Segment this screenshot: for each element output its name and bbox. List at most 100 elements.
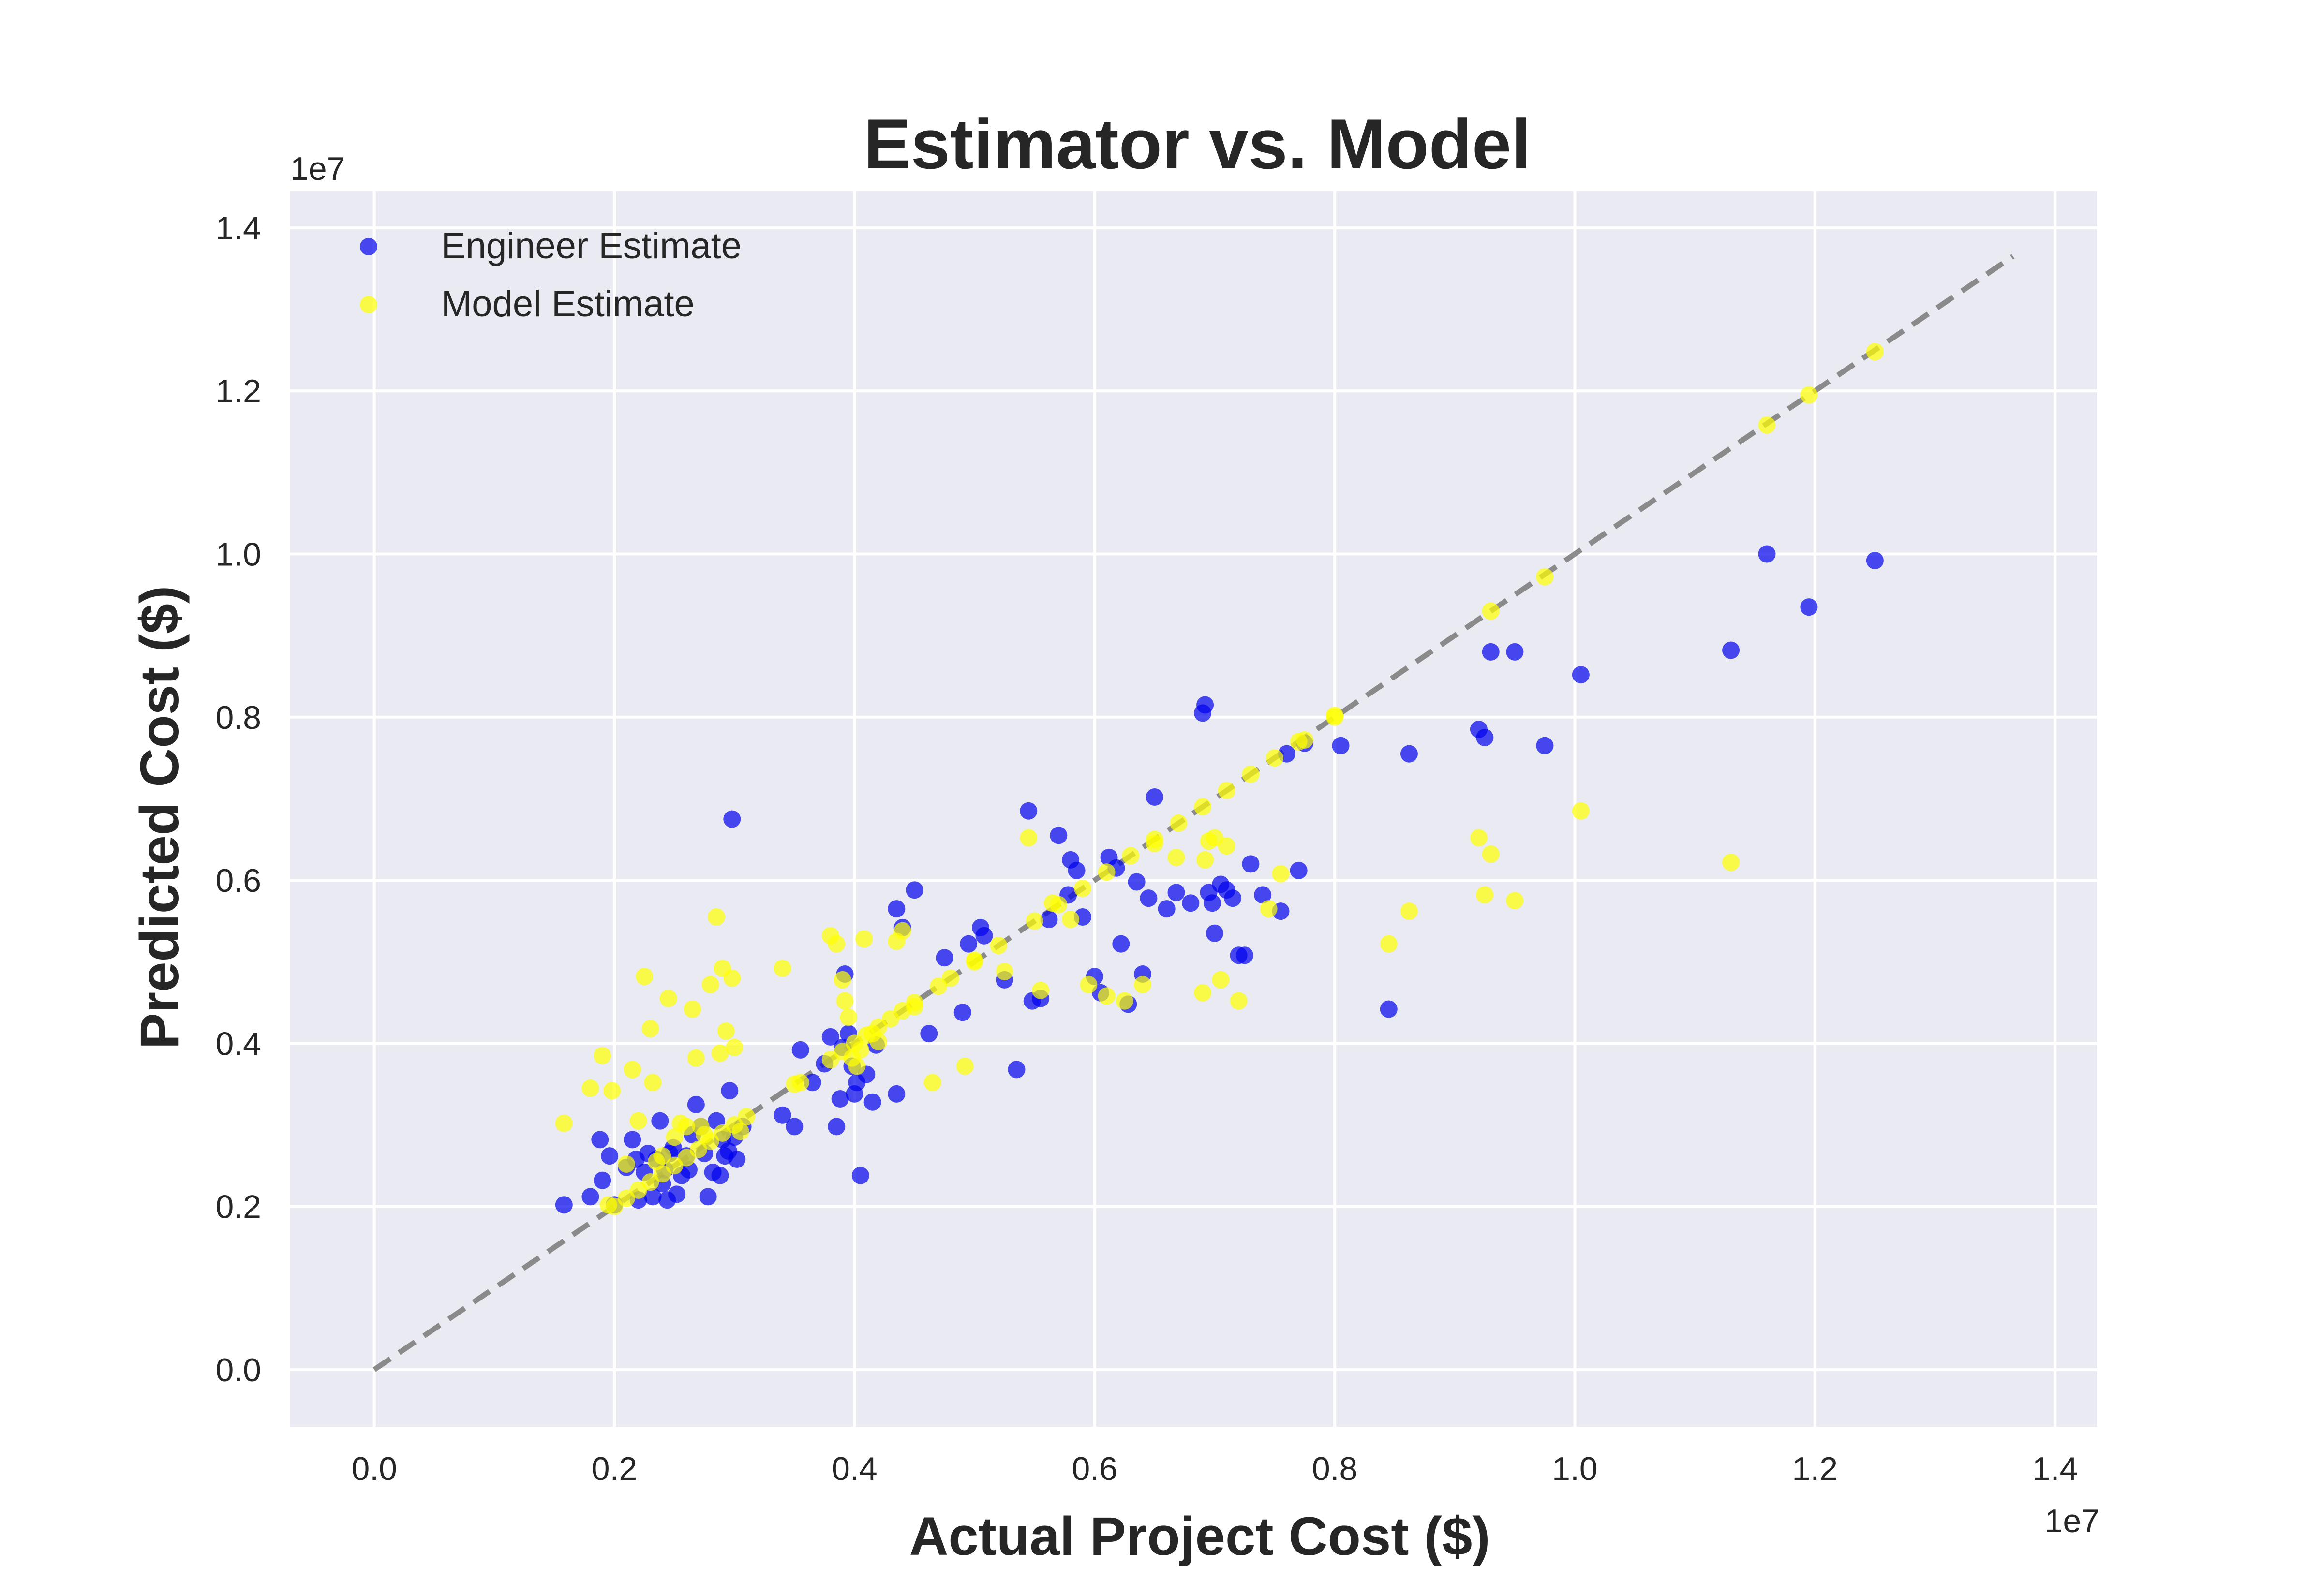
engineer-estimate-point [1722,641,1740,659]
y-tick-label: 0.0 [215,1352,261,1389]
model-estimate-point [1482,602,1500,620]
engineer-estimate-point [594,1171,611,1189]
y-tick-label: 0.4 [215,1025,261,1062]
model-estimate-point [1167,848,1185,866]
engineer-estimate-point [888,1085,906,1103]
model-estimate-point [1134,975,1152,993]
model-estimate-point [1194,984,1212,1002]
model-estimate-point [786,1075,804,1093]
engineer-estimate-point [1332,737,1350,754]
model-estimate-point [1506,892,1524,910]
model-estimate-point [717,1022,735,1040]
engineer-estimate-point [1020,802,1038,820]
data-points-layer [555,343,1884,1215]
model-estimate-point [1536,568,1554,586]
model-estimate-point [711,1044,729,1062]
engineer-estimate-point [723,810,741,828]
plot-area-background [290,191,2097,1427]
model-estimate-point [855,930,873,948]
model-estimate-point [629,1112,647,1130]
model-estimate-point [906,994,923,1012]
engineer-estimate-point [1235,946,1253,964]
model-estimate-point [1722,853,1740,871]
x-tick-label: 0.0 [351,1450,397,1487]
engineer-estimate-point [1158,900,1176,918]
engineer-estimate-point [728,1150,746,1168]
model-estimate-point [1272,865,1290,883]
grid-lines [290,191,2097,1427]
model-estimate-point [555,1114,573,1132]
x-tick-label: 0.8 [1312,1450,1358,1487]
model-estimate-point [1758,416,1776,434]
engineer-estimate-point [1140,889,1158,907]
model-estimate-point [641,1020,659,1038]
model-estimate-point [1050,896,1068,914]
engineer-estimate-point [786,1118,804,1136]
engineer-estimate-point [1050,827,1068,844]
legend-label-engineer: Engineer Estimate [441,225,742,266]
y-axis-offset-label: 1e7 [290,150,345,187]
legend: Engineer Estimate Model Estimate [360,225,742,325]
engineer-estimate-point [1800,598,1818,616]
engineer-estimate-point [1242,855,1260,873]
model-estimate-point [1866,343,1884,361]
engineer-estimate-point [581,1188,599,1206]
model-estimate-point [1290,733,1308,751]
engineer-estimate-point [1482,643,1500,661]
model-estimate-point [941,969,959,987]
model-estimate-point [893,922,911,940]
y-axis-title: Predicted Cost ($) [129,586,190,1049]
engineer-estimate-point [1224,889,1242,907]
model-estimate-point [1098,863,1116,881]
engineer-estimate-point [1506,643,1524,661]
model-estimate-point [1122,847,1140,865]
engineer-estimate-point [1758,545,1776,563]
legend-marker-model [360,296,377,313]
model-estimate-point [1572,802,1590,820]
engineer-estimate-point [591,1131,609,1149]
engineer-estimate-point [1128,873,1146,891]
x-axis-offset-label: 1e7 [2045,1503,2099,1539]
engineer-estimate-point [1203,894,1221,912]
model-estimate-point [644,1074,662,1092]
engineer-estimate-point [1380,1000,1398,1018]
model-estimate-point [684,1000,701,1018]
model-estimate-point [1062,911,1080,929]
model-estimate-point [1218,837,1235,855]
model-estimate-point [624,1061,641,1079]
legend-marker-engineer [360,238,377,255]
model-estimate-point [923,1074,941,1092]
engineer-estimate-point [1572,666,1590,684]
engineer-estimate-point [975,927,993,945]
engineer-estimate-point [1206,924,1223,942]
model-estimate-point [966,953,983,971]
engineer-estimate-point [960,935,978,953]
model-estimate-point [996,962,1013,980]
model-estimate-point [1266,749,1284,767]
engineer-estimate-point [1112,935,1130,953]
legend-label-model: Model Estimate [441,283,695,325]
model-estimate-point [708,908,726,926]
model-estimate-point [836,992,854,1010]
model-estimate-point [617,1155,635,1173]
model-estimate-point [956,1057,974,1075]
model-estimate-point [1026,912,1043,930]
y-tick-label: 0.8 [215,699,261,736]
engineer-estimate-point [711,1167,729,1184]
model-estimate-point [1032,981,1050,999]
engineer-estimate-point [774,1106,791,1124]
engineer-estimate-point [651,1112,669,1130]
model-estimate-point [1326,708,1344,726]
model-estimate-point [1218,782,1235,799]
model-estimate-point [1170,814,1188,832]
engineer-estimate-point [831,1090,849,1108]
engineer-estimate-point [1040,911,1058,929]
engineer-estimate-point [1536,737,1554,754]
engineer-estimate-point [888,900,906,918]
model-estimate-point [1073,879,1091,897]
chart-title: Estimator vs. Model [863,104,1531,183]
engineer-estimate-point [721,1082,739,1100]
engineer-estimate-point [851,1167,869,1184]
model-estimate-point [1098,987,1116,1005]
model-estimate-point [677,1118,695,1136]
